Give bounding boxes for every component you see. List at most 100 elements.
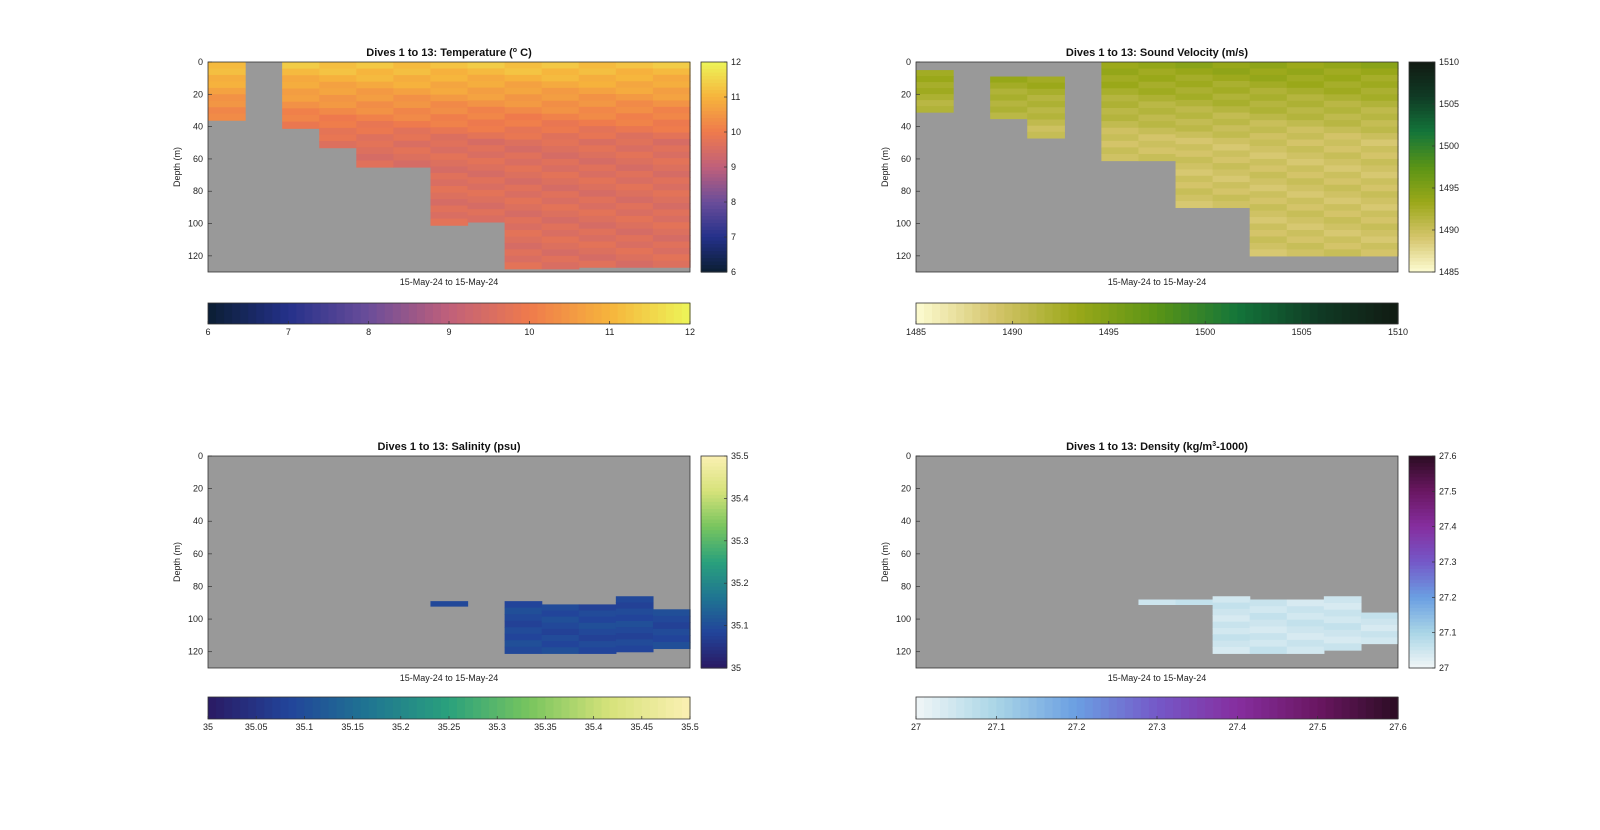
data-cell (578, 241, 617, 249)
data-cell (430, 94, 469, 102)
data-cell (615, 196, 654, 204)
data-cell (1249, 599, 1288, 607)
colorbar-vertical-segment (1409, 519, 1435, 524)
data-cell (1138, 599, 1177, 605)
colorbar-horizontal-tick-label: 35.15 (341, 722, 364, 732)
colorbar-vertical-tick-label: 27 (1439, 663, 1449, 673)
colorbar-horizontal-segment (1124, 303, 1134, 324)
colorbar-horizontal-segment (521, 303, 530, 324)
data-cell (393, 88, 432, 96)
colorbar-horizontal-segment (1341, 303, 1351, 324)
data-cell (541, 641, 580, 648)
colorbar-vertical-segment (701, 223, 727, 228)
data-cell (1175, 80, 1214, 88)
data-cell (615, 254, 654, 262)
data-cell (652, 106, 691, 114)
data-cell (652, 132, 691, 140)
data-cell (504, 255, 543, 263)
data-cell (615, 94, 654, 102)
data-cell (1249, 87, 1288, 95)
colorbar-horizontal-segment (1076, 303, 1086, 324)
data-cell (1360, 242, 1399, 250)
data-cell (990, 106, 1028, 114)
data-cell (1286, 191, 1325, 199)
data-cell (1138, 114, 1177, 122)
data-cell (393, 94, 432, 102)
data-cell (430, 140, 469, 148)
colorbar-vertical-tick-label: 1505 (1439, 99, 1459, 109)
colorbar-horizontal-segment (240, 697, 249, 719)
data-cell (1323, 242, 1362, 250)
data-cell (282, 68, 320, 76)
colorbar-horizontal-segment (569, 303, 579, 324)
y-tick-label: 80 (901, 186, 911, 196)
data-cell (990, 88, 1028, 96)
data-cell (1101, 147, 1140, 155)
colorbar-vertical-segment (701, 565, 727, 570)
x-axis-label: 15-May-24 to 15-May-24 (1108, 673, 1207, 683)
colorbar-vertical-segment (701, 487, 727, 492)
data-cell (504, 139, 543, 147)
data-cell (467, 202, 506, 210)
colorbar-horizontal-segment (1012, 303, 1022, 324)
data-cell (578, 235, 617, 243)
data-cell (1138, 94, 1177, 103)
data-cell (615, 158, 654, 166)
colorbar-horizontal-segment (224, 303, 233, 324)
data-cell (1286, 81, 1325, 89)
colorbar-vertical-segment (1409, 569, 1435, 574)
y-tick-label: 100 (188, 614, 203, 624)
data-cell (1286, 204, 1325, 212)
colorbar-horizontal-segment (1373, 697, 1383, 719)
colorbar-vertical-segment (701, 639, 727, 644)
colorbar-horizontal-segment (1277, 303, 1287, 324)
colorbar-vertical-segment (1409, 125, 1435, 130)
data-cell (578, 94, 617, 102)
data-cell (1249, 633, 1288, 641)
colorbar-vertical-segment (701, 181, 727, 186)
data-cell (1323, 596, 1362, 604)
data-cell (615, 235, 654, 243)
data-cell (541, 62, 580, 70)
data-cell (1286, 639, 1325, 648)
colorbar-vertical-segment (1409, 69, 1435, 74)
colorbar-horizontal-segment (537, 697, 546, 719)
colorbar-horizontal-segment (1116, 697, 1126, 719)
data-cell (1323, 236, 1362, 244)
data-cell (504, 620, 543, 628)
data-cell (1360, 230, 1399, 238)
data-cell (282, 88, 320, 96)
data-cell (504, 74, 543, 82)
data-cell (319, 114, 357, 122)
colorbar-horizontal-tick-label: 12 (685, 327, 695, 337)
colorbar-horizontal-segment (948, 697, 957, 719)
data-cell (1249, 184, 1288, 192)
data-cell (1212, 646, 1251, 654)
data-cell (1323, 158, 1362, 166)
data-cell (356, 140, 394, 148)
data-cell (1027, 113, 1065, 121)
data-cell (1138, 153, 1177, 162)
colorbar-horizontal-tick-label: 27.5 (1309, 722, 1327, 732)
colorbar-vertical-tick-label: 6 (731, 267, 736, 277)
data-cell (393, 81, 432, 89)
data-cell (578, 126, 617, 134)
data-cell (578, 622, 617, 630)
colorbar-horizontal-segment (432, 697, 442, 719)
data-cell (393, 101, 432, 109)
data-cell (615, 260, 654, 268)
colorbar-horizontal-segment (996, 303, 1005, 324)
data-cell (1101, 127, 1140, 135)
data-cell (1138, 81, 1177, 89)
colorbar-horizontal-segment (521, 697, 530, 719)
colorbar-vertical-segment (701, 244, 727, 249)
data-cell (1323, 643, 1362, 651)
data-cell (541, 230, 580, 238)
colorbar-vertical-segment (1409, 646, 1435, 651)
data-cell (504, 262, 543, 270)
data-cell (1249, 639, 1288, 648)
colorbar-vertical-segment (1409, 149, 1435, 154)
colorbar-horizontal-segment (312, 303, 322, 324)
colorbar-vertical-segment (1409, 251, 1435, 256)
colorbar-vertical-segment (701, 62, 727, 67)
